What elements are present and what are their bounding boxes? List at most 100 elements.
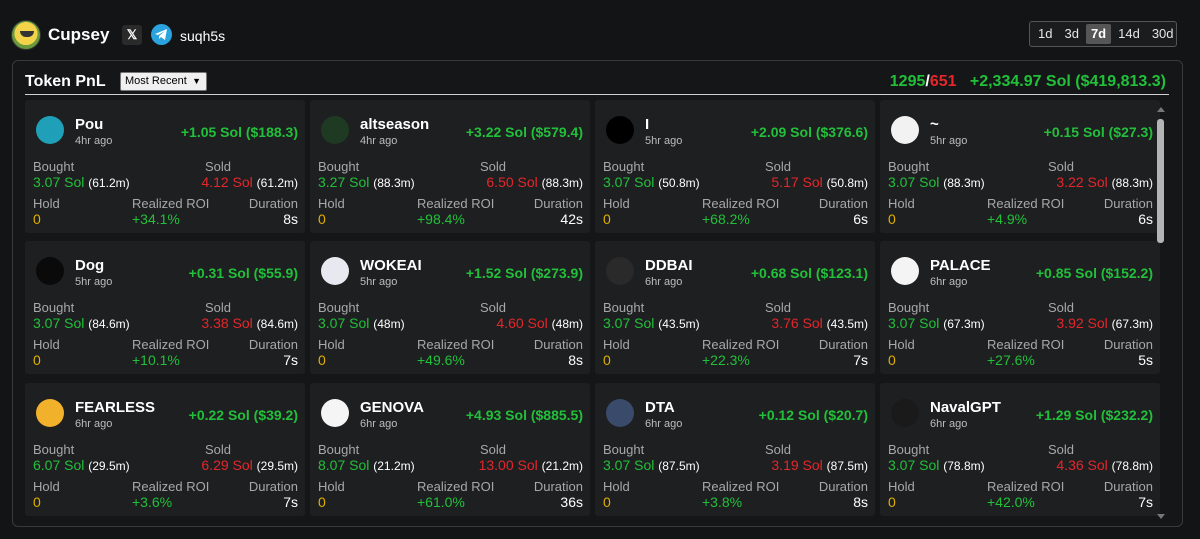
fearless-icon <box>36 398 64 427</box>
scroll-up-arrow-icon[interactable] <box>1157 107 1165 112</box>
top-bar: Cupsey 𝕏 suqh5s 1d 3d 7d 14d 30d <box>0 0 1200 62</box>
token-age: 4hr ago <box>75 135 113 147</box>
hold-label: Hold <box>318 478 345 494</box>
token-name[interactable]: Dog <box>75 257 105 275</box>
range-button-1d[interactable]: 1d <box>1038 26 1053 41</box>
hold-label: Hold <box>33 478 60 494</box>
token-name[interactable]: GENOVA <box>360 398 424 416</box>
token-name[interactable]: NavalGPT <box>930 398 1001 416</box>
telegram-handle[interactable]: suqh5s <box>180 28 226 44</box>
token-pnl: +1.52 Sol ($273.9) <box>465 265 583 282</box>
bought-sol: 6.07 Sol <box>33 456 85 473</box>
token-pnl: +0.68 Sol ($123.1) <box>750 265 868 282</box>
x-logo-icon[interactable]: 𝕏 <box>122 25 142 45</box>
range-button-3d[interactable]: 3d <box>1064 26 1079 41</box>
token-card[interactable]: altseason 4hr ago +3.22 Sol ($579.4) Bou… <box>310 100 590 233</box>
duration-value: 7s <box>283 352 298 369</box>
sold-value: 4.12 Sol (61.2m) <box>201 174 298 190</box>
sold-value: 3.76 Sol (43.5m) <box>771 315 868 331</box>
token-name[interactable]: I <box>645 116 650 133</box>
range-button-14d[interactable]: 14d <box>1118 26 1140 41</box>
sold-value: 3.38 Sol (84.6m) <box>201 315 298 331</box>
token-card[interactable]: ~ 5hr ago +0.15 Sol ($27.3) Bought 3.07 … <box>880 100 1160 233</box>
dog-icon <box>36 257 64 286</box>
token-name[interactable]: DDBAI <box>645 257 693 275</box>
scroll-thumb[interactable] <box>1157 119 1164 243</box>
sold-sol: 13.00 Sol <box>478 456 538 473</box>
sold-label: Sold <box>765 441 792 457</box>
bought-value: 3.07 Sol (88.3m) <box>888 174 985 190</box>
roi-label: Realized ROI <box>987 478 1065 494</box>
token-name[interactable]: DTA <box>645 398 675 416</box>
bought-sol: 3.07 Sol <box>888 315 940 332</box>
range-button-7d[interactable]: 7d <box>1085 24 1112 44</box>
token-card[interactable]: WOKEAI 5hr ago +1.52 Sol ($273.9) Bought… <box>310 241 590 375</box>
token-name[interactable]: PALACE <box>930 257 991 275</box>
sold-label: Sold <box>1048 441 1075 457</box>
token-name[interactable]: ~ <box>930 116 939 133</box>
roi-label: Realized ROI <box>702 337 780 353</box>
sold-label: Sold <box>765 300 792 316</box>
scroll-down-arrow-icon[interactable] <box>1157 514 1165 519</box>
bought-sol: 3.07 Sol <box>318 315 370 332</box>
token-card[interactable]: NavalGPT 6hr ago +1.29 Sol ($232.2) Boug… <box>880 382 1160 516</box>
hold-value: 0 <box>603 211 611 227</box>
sold-amount: (43.5m) <box>826 317 868 332</box>
token-card[interactable]: FEARLESS 6hr ago +0.22 Sol ($39.2) Bough… <box>25 382 305 516</box>
token-card[interactable]: GENOVA 6hr ago +4.93 Sol ($885.5) Bought… <box>310 382 590 516</box>
token-age: 6hr ago <box>645 276 683 289</box>
duration-label: Duration <box>1103 196 1153 211</box>
duration-label: Duration <box>818 337 868 353</box>
roi-value: +3.8% <box>702 493 743 510</box>
hold-label: Hold <box>603 196 630 211</box>
sort-dropdown[interactable]: Most Recent ▼ <box>120 72 207 91</box>
bought-label: Bought <box>33 159 75 174</box>
token-card[interactable]: I 5hr ago +2.09 Sol ($376.6) Bought 3.07… <box>595 100 875 233</box>
bought-amount: (78.8m) <box>943 458 985 473</box>
loss-count: 651 <box>929 73 957 90</box>
roi-label: Realized ROI <box>987 337 1065 353</box>
hold-label: Hold <box>318 196 345 211</box>
bought-value: 3.07 Sol (50.8m) <box>603 174 700 190</box>
token-name[interactable]: Pou <box>75 116 104 133</box>
token-pnl: +0.22 Sol ($39.2) <box>188 406 298 423</box>
bought-label: Bought <box>318 159 360 174</box>
bought-value: 6.07 Sol (29.5m) <box>33 457 130 473</box>
range-button-30d[interactable]: 30d <box>1151 26 1174 41</box>
duration-label: Duration <box>533 478 583 494</box>
token-card[interactable]: PALACE 6hr ago +0.85 Sol ($152.2) Bought… <box>880 241 1160 375</box>
sold-amount: (88.3m) <box>1111 176 1153 190</box>
sold-sol: 3.22 Sol <box>1056 174 1108 190</box>
bought-value: 3.07 Sol (43.5m) <box>603 315 700 331</box>
bought-sol: 3.07 Sol <box>603 315 655 332</box>
token-age: 6hr ago <box>930 276 968 289</box>
token-card[interactable]: DDBAI 6hr ago +0.68 Sol ($123.1) Bought … <box>595 241 875 375</box>
scrollbar[interactable] <box>1156 107 1166 519</box>
token-name[interactable]: FEARLESS <box>75 398 156 416</box>
bought-label: Bought <box>318 441 360 457</box>
roi-label: Realized ROI <box>132 196 210 211</box>
pou-icon <box>36 116 64 144</box>
token-name[interactable]: altseason <box>360 116 430 133</box>
token-card[interactable]: DTA 6hr ago +0.12 Sol ($20.7) Bought 3.0… <box>595 382 875 516</box>
sold-label: Sold <box>1048 300 1075 316</box>
duration-value: 8s <box>283 211 298 227</box>
token-name[interactable]: WOKEAI <box>360 257 422 275</box>
telegram-icon[interactable] <box>151 24 172 45</box>
bought-amount: (29.5m) <box>88 458 130 473</box>
bought-amount: (50.8m) <box>658 176 700 190</box>
sold-label: Sold <box>480 159 507 174</box>
house-icon <box>891 116 919 144</box>
token-card[interactable]: Dog 5hr ago +0.31 Sol ($55.9) Bought 3.0… <box>25 241 305 375</box>
bought-label: Bought <box>888 159 930 174</box>
bought-amount: (61.2m) <box>88 176 130 190</box>
token-card[interactable]: Pou 4hr ago +1.05 Sol ($188.3) Bought 3.… <box>25 100 305 233</box>
roi-value: +22.3% <box>702 352 750 369</box>
bought-amount: (88.3m) <box>943 176 985 190</box>
duration-label: Duration <box>1103 337 1153 353</box>
sold-value: 5.17 Sol (50.8m) <box>771 174 868 190</box>
avatar[interactable] <box>11 20 41 50</box>
sold-value: 3.19 Sol (87.5m) <box>771 457 868 473</box>
hold-value: 0 <box>603 352 611 369</box>
navalgpt-icon <box>891 398 919 427</box>
